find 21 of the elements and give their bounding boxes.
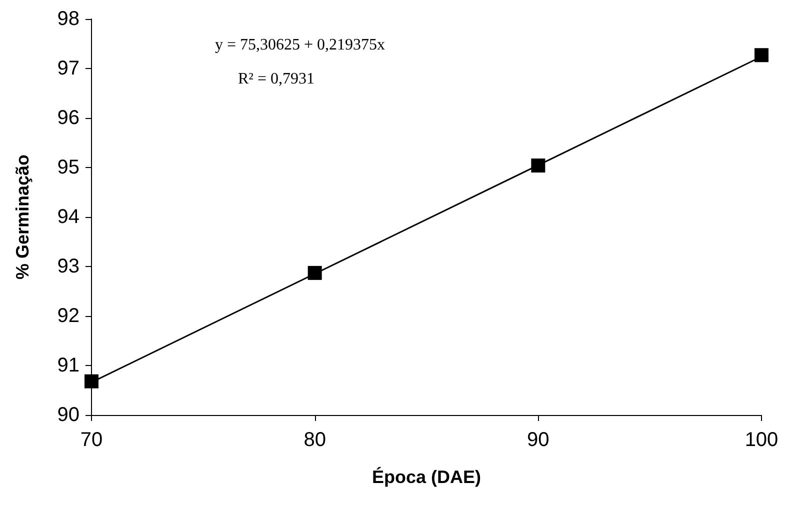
- x-tick-label: 70: [80, 429, 103, 451]
- y-tick-label: 92: [57, 305, 80, 327]
- y-tick-label: 91: [57, 354, 80, 376]
- y-tick-label: 96: [57, 107, 80, 129]
- y-tick-label: 97: [57, 58, 80, 80]
- x-tick-label: 90: [527, 429, 550, 451]
- y-tick-label: 90: [57, 404, 80, 426]
- point: [754, 48, 768, 62]
- y-axis-title: % Germinação: [12, 154, 32, 280]
- x-tick-label: 100: [744, 429, 778, 451]
- y-tick-label: 95: [57, 156, 80, 178]
- point: [84, 374, 98, 388]
- y-tick-label: 98: [57, 8, 80, 30]
- point: [308, 266, 322, 280]
- annotation: y = 75,30625 + 0,219375x: [215, 36, 386, 54]
- point: [531, 158, 546, 173]
- x-axis-title: Época (DAE): [372, 467, 482, 487]
- y-tick-label: 94: [57, 206, 80, 228]
- x-tick-label: 80: [304, 429, 326, 451]
- annotation: R² = 0,7931: [238, 70, 314, 88]
- y-tick-label: 93: [57, 256, 80, 278]
